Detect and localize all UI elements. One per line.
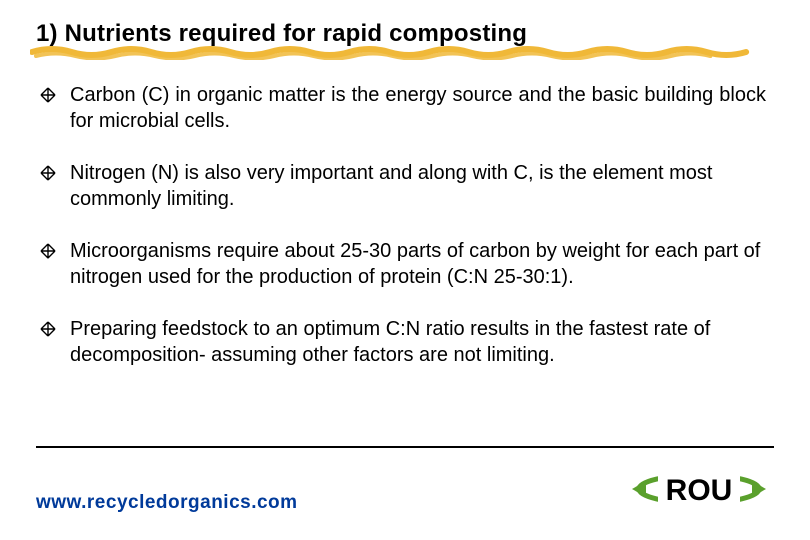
underline-stroke-2 <box>36 54 710 59</box>
bullet-item: Carbon (C) in organic matter is the ener… <box>40 82 766 134</box>
logo-text: ROU <box>666 474 733 507</box>
bullet-item: Nitrogen (N) is also very important and … <box>40 160 766 212</box>
slide-title: 1) Nutrients required for rapid composti… <box>36 20 774 48</box>
footer: www.recycledorganics.com ROU <box>36 464 774 514</box>
bullet-text: Preparing feedstock to an optimum C:N ra… <box>70 318 710 366</box>
logo-arrow-right <box>752 481 766 497</box>
bullet-list: Carbon (C) in organic matter is the ener… <box>36 82 774 368</box>
logo: ROU <box>624 464 774 514</box>
bullet-text: Microorganisms require about 25-30 parts… <box>70 240 760 288</box>
bullet-text: Nitrogen (N) is also very important and … <box>70 162 713 210</box>
bullet-item: Preparing feedstock to an optimum C:N ra… <box>40 316 766 368</box>
bullet-icon <box>40 162 56 178</box>
bullet-icon <box>40 240 56 256</box>
footer-url: www.recycledorganics.com <box>36 492 298 514</box>
bullet-text: Carbon (C) in organic matter is the ener… <box>70 82 766 134</box>
title-block: 1) Nutrients required for rapid composti… <box>36 20 774 48</box>
bullet-item: Microorganisms require about 25-30 parts… <box>40 238 766 290</box>
footer-rule <box>36 446 774 448</box>
bullet-icon <box>40 318 56 334</box>
bullet-icon <box>40 84 56 100</box>
slide: 1) Nutrients required for rapid composti… <box>0 0 810 540</box>
logo-arrow-left <box>632 481 646 497</box>
